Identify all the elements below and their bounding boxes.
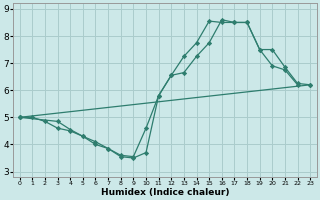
X-axis label: Humidex (Indice chaleur): Humidex (Indice chaleur) (101, 188, 229, 197)
